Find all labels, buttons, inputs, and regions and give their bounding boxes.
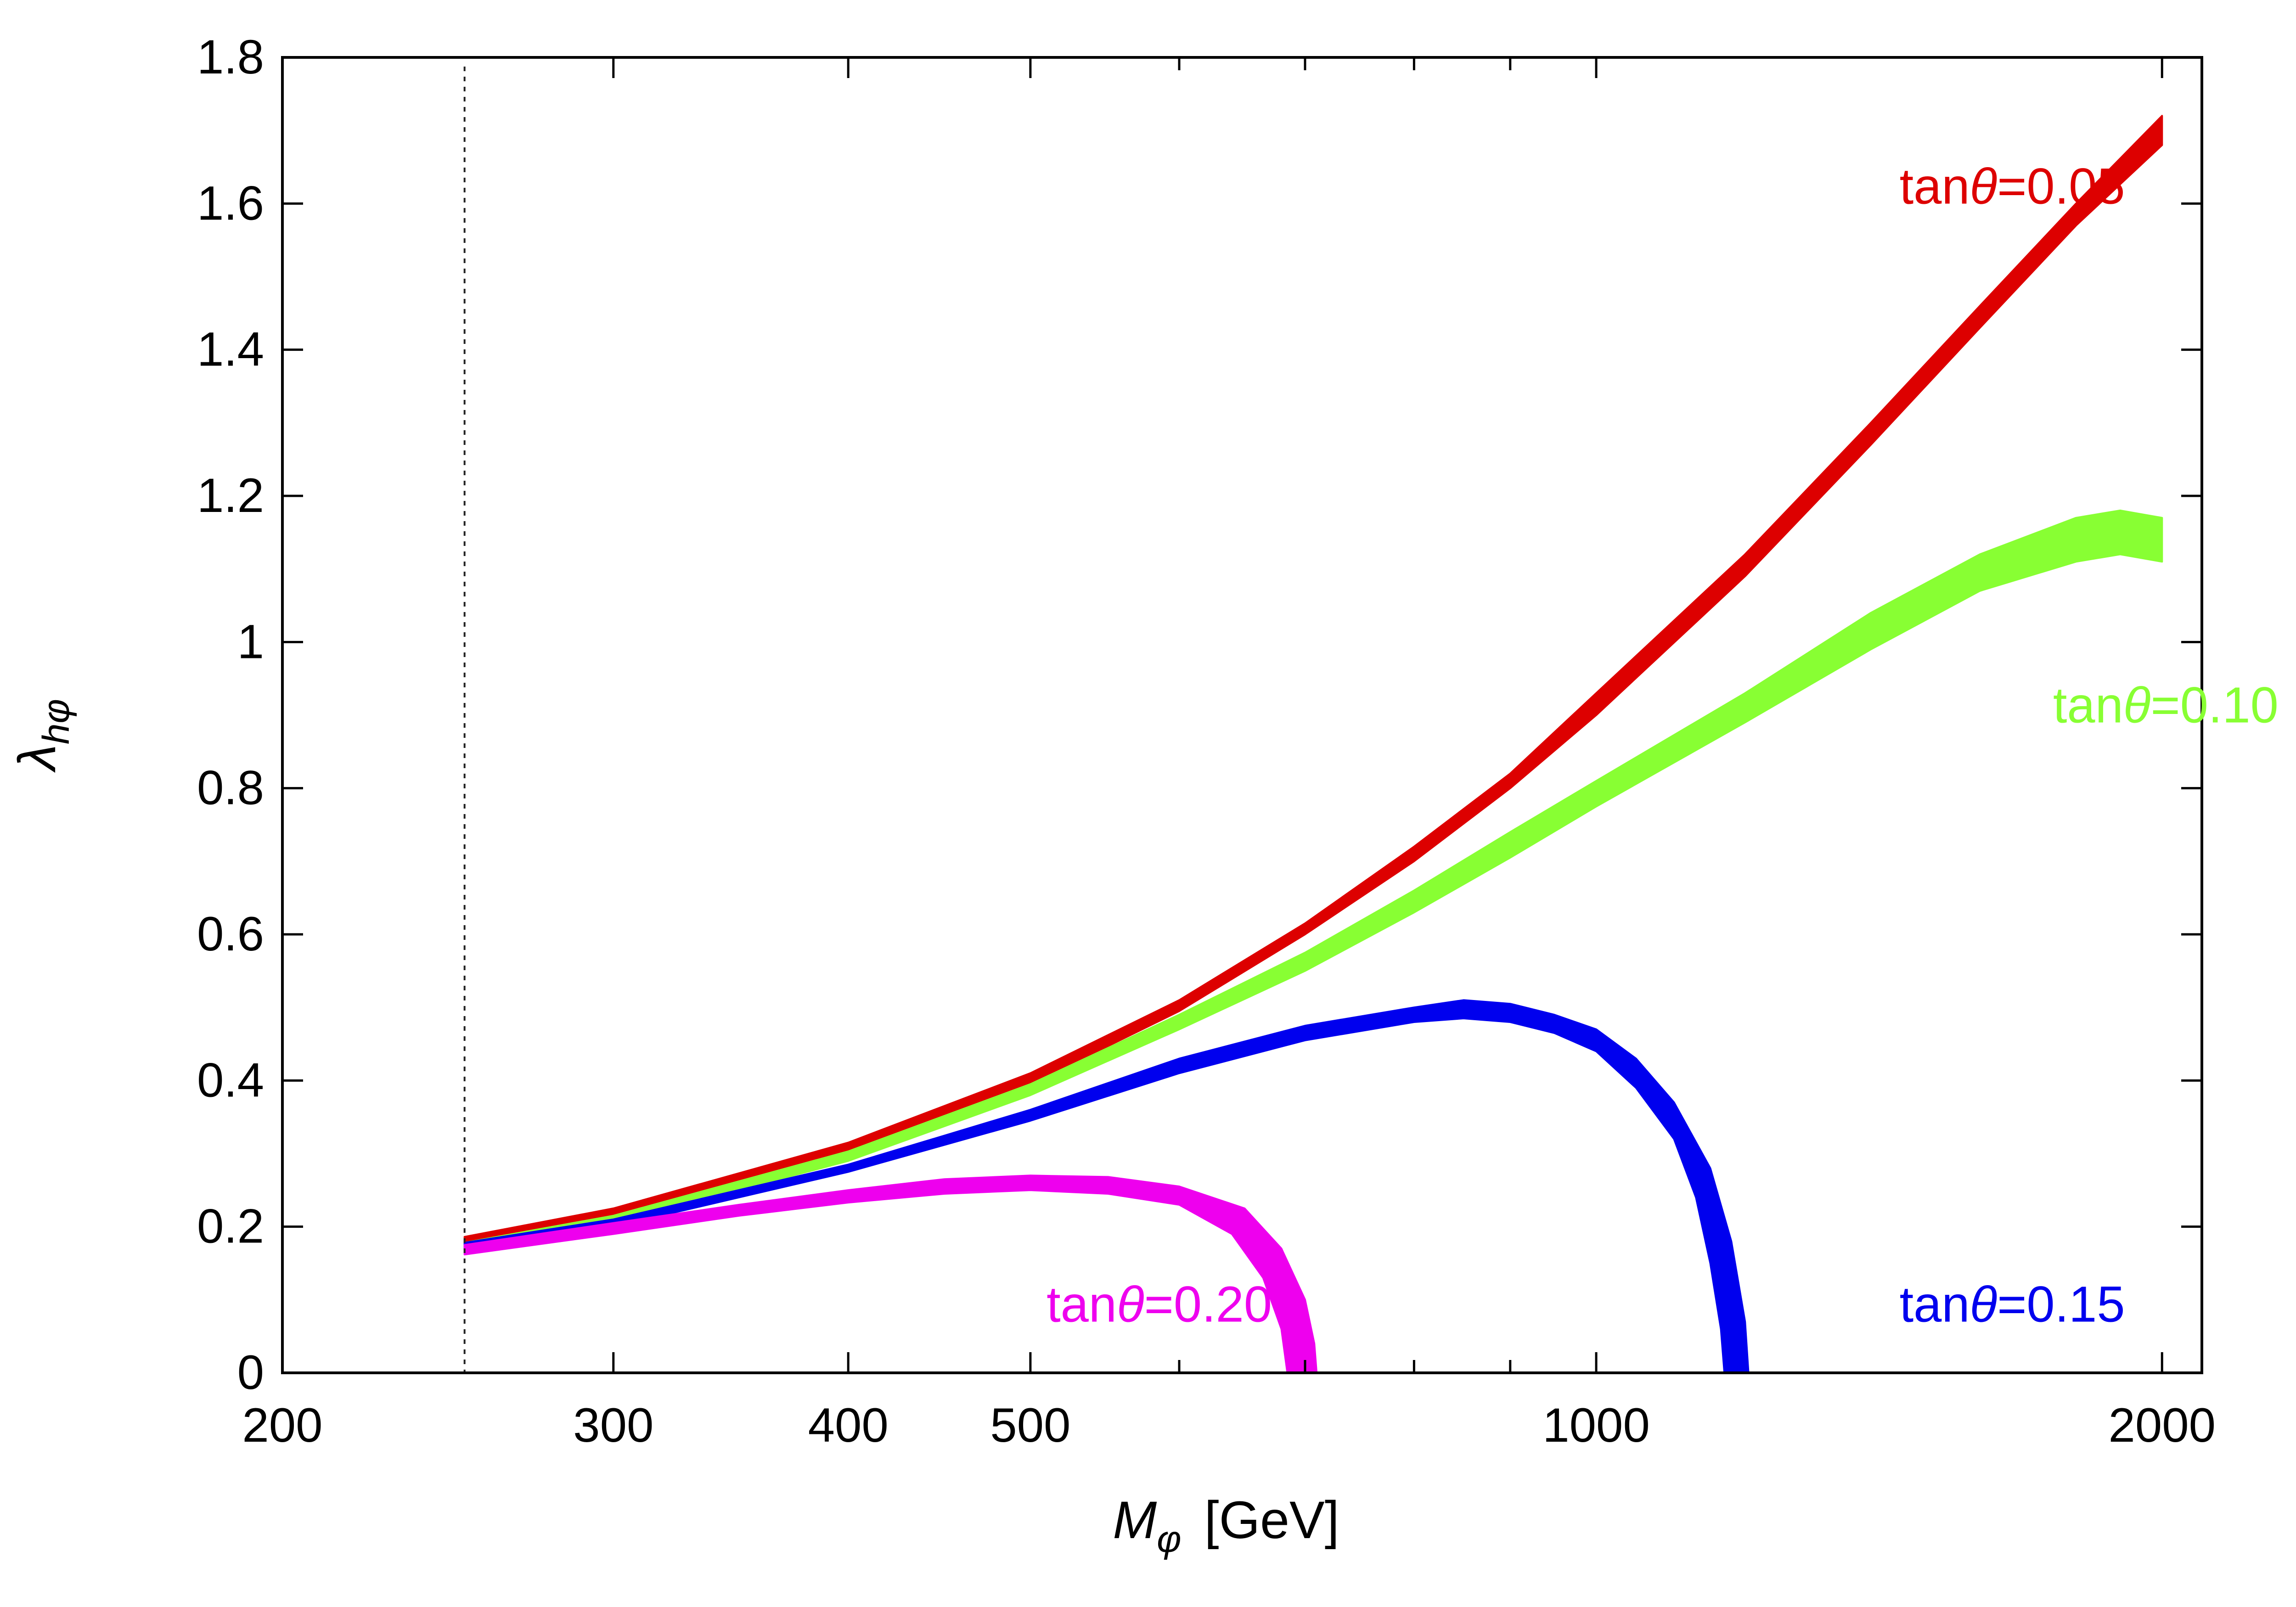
x-axis-label: Mφ [GeV] — [1113, 1491, 1339, 1560]
series-label-tantheta-0-20: tanθ=0.20 — [1047, 1276, 1272, 1333]
axis-ticks: 0 0.2 0.4 0.6 0.8 1 1.2 1.4 1.6 1.8 200 300 400 500 10… — [197, 30, 2216, 1452]
series-bands — [463, 115, 2163, 1374]
x-tick-label: 400 — [808, 1399, 889, 1452]
x-tick-label: 200 — [242, 1399, 322, 1452]
band-tantheta-0-05 — [463, 115, 2163, 1245]
x-tick-label: 300 — [573, 1399, 653, 1452]
y-tick-label: 0.4 — [197, 1053, 264, 1107]
y-tick-label: 0.8 — [197, 761, 264, 815]
plot-frame — [281, 56, 2203, 1374]
y-tick-label: 0.6 — [197, 907, 264, 961]
series-label-tantheta-0-10: tanθ=0.10 — [2053, 677, 2279, 733]
y-tick-label: 1.2 — [197, 469, 264, 523]
y-tick-label: 1 — [237, 615, 264, 669]
series-label-tantheta-0-05: tanθ=0.05 — [1900, 158, 2125, 214]
y-tick-label: 1.8 — [197, 30, 264, 84]
y-tick-label: 1.4 — [197, 323, 264, 376]
y-axis-label: λhφ — [8, 699, 77, 773]
y-tick-label: 1.6 — [197, 176, 264, 230]
x-tick-label: 500 — [990, 1399, 1070, 1452]
plot-frame-group — [281, 56, 2203, 1374]
y-tick-label: 0.2 — [197, 1200, 264, 1253]
x-tick-label: 1000 — [1542, 1399, 1650, 1452]
series-label-tantheta-0-15: tanθ=0.15 — [1900, 1276, 2125, 1333]
x-tick-label: 2000 — [2108, 1399, 2216, 1452]
band-tantheta-0-10 — [463, 509, 2163, 1250]
series-labels: tanθ=0.05 tanθ=0.10 tanθ=0.15 tanθ=0.20 — [1047, 158, 2279, 1332]
y-tick-label: 0 — [237, 1346, 264, 1399]
